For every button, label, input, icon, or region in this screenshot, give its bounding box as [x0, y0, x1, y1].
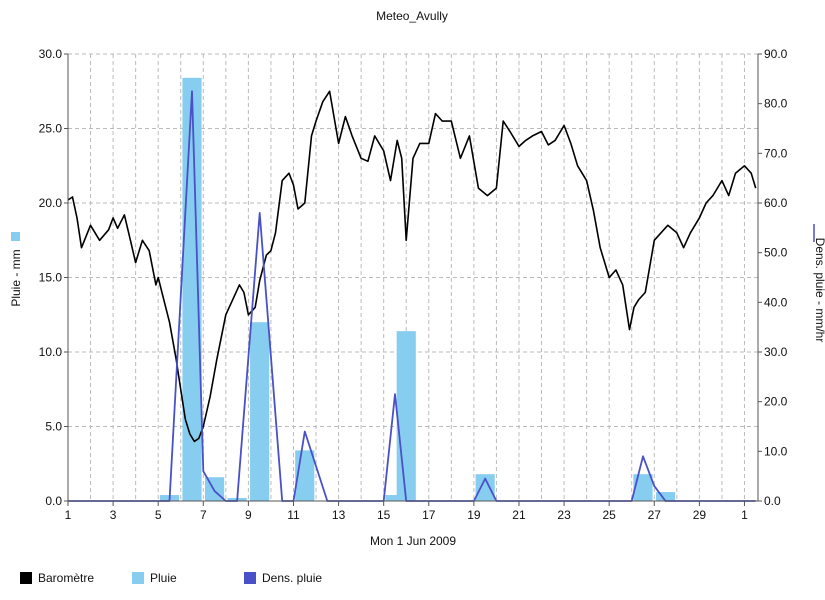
y-left-axis-label: Pluie - mm	[9, 249, 23, 306]
y-left-tick-label: 5.0	[45, 420, 62, 434]
legend-item-pluie: Pluie	[132, 568, 244, 588]
pluie-bar	[475, 474, 495, 501]
y-left-tick-label: 25.0	[39, 122, 63, 136]
x-tick-label: 11	[287, 508, 300, 522]
y-right-tick-label: 20.0	[764, 395, 788, 409]
y-left-label-group: Pluie - mm	[9, 232, 23, 307]
legend-label-pluie: Pluie	[150, 571, 177, 585]
tick-labels: 0.0 5.0 10.0 15.0 20.0 25.0 30.0 0.0 10.0 20.0 30.…	[39, 47, 788, 522]
legend-item-barometre: Baromètre	[20, 568, 132, 588]
x-tick-label: 5	[155, 508, 162, 522]
legend: Baromètre Pluie Dens. pluie	[20, 568, 384, 588]
y-right-label-group: Dens. pluie - mm/hr	[813, 224, 825, 342]
y-left-tick-label: 15.0	[39, 271, 63, 285]
x-tick-label: 9	[245, 508, 252, 522]
legend-swatch-pluie	[132, 572, 144, 584]
y-right-tick-label: 50.0	[764, 246, 788, 260]
x-tick-label: 7	[200, 508, 207, 522]
legend-swatch-barometre	[20, 572, 32, 584]
y-right-tick-label: 60.0	[764, 196, 788, 210]
x-tick-label: 13	[332, 508, 346, 522]
pluie-bar	[633, 474, 653, 501]
legend-label-barometre: Baromètre	[38, 571, 95, 585]
y-left-tick-label: 0.0	[45, 494, 62, 508]
y-right-tick-label: 40.0	[764, 295, 788, 309]
x-tick-label: 1	[741, 508, 748, 522]
y-left-legend-swatch	[11, 232, 20, 241]
x-tick-label: 23	[557, 508, 571, 522]
y-left-tick-label: 20.0	[39, 196, 63, 210]
legend-item-dens-pluie: Dens. pluie	[244, 568, 384, 588]
x-tick-label: 27	[648, 508, 662, 522]
y-right-tick-label: 90.0	[764, 47, 788, 61]
x-tick-label: 21	[512, 508, 526, 522]
pluie-bar	[250, 322, 270, 501]
x-tick-label: 1	[65, 508, 72, 522]
x-tick-label: 29	[693, 508, 707, 522]
y-left-tick-label: 10.0	[39, 345, 63, 359]
pluie-bar	[655, 492, 676, 501]
barometre-line	[67, 90, 757, 443]
x-tick-label: 19	[467, 508, 481, 522]
grid	[68, 53, 758, 501]
x-tick-label: 25	[602, 508, 616, 522]
y-right-tick-label: 80.0	[764, 97, 788, 111]
y-right-tick-label: 0.0	[764, 494, 781, 508]
legend-swatch-dens-pluie	[244, 572, 256, 584]
axes	[64, 53, 762, 506]
x-tick-label: 17	[422, 508, 436, 522]
y-right-tick-label: 30.0	[764, 345, 788, 359]
x-tick-label: 3	[110, 508, 117, 522]
y-right-tick-label: 70.0	[764, 146, 788, 160]
y-left-tick-label: 30.0	[39, 47, 63, 61]
legend-label-dens-pluie: Dens. pluie	[262, 571, 323, 585]
y-right-axis-label: Dens. pluie - mm/hr	[813, 238, 825, 343]
y-right-tick-label: 10.0	[764, 444, 788, 458]
x-axis-label: Mon 1 Jun 2009	[370, 534, 456, 548]
pluie-bar	[385, 495, 405, 501]
x-tick-label: 15	[377, 508, 391, 522]
pluie-bar	[396, 331, 416, 501]
chart-title: Meteo_Avully	[376, 9, 448, 23]
